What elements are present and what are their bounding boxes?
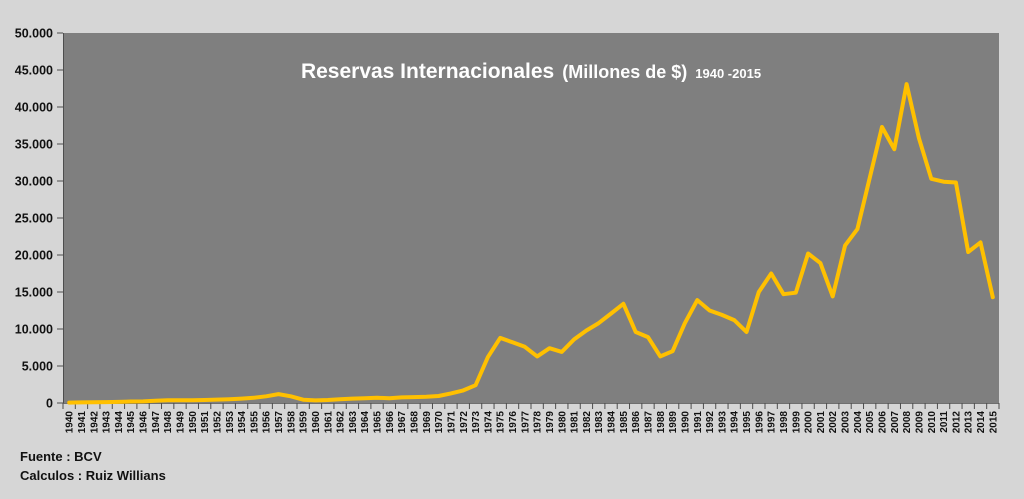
- x-axis-tick-label: 1957: [274, 411, 285, 434]
- x-axis-tick-label: 2001: [816, 411, 827, 434]
- y-axis-tick-label: 15.000: [15, 286, 53, 300]
- x-axis-tick-label: 1969: [422, 411, 433, 434]
- x-axis-tick-label: 1948: [163, 411, 174, 434]
- plot-area: [63, 33, 999, 403]
- x-axis-tick-label: 1951: [200, 411, 211, 434]
- x-axis-tick-label: 1993: [717, 411, 728, 434]
- x-axis-tick-label: 1943: [102, 411, 113, 434]
- x-axis-tick-label: 1967: [397, 411, 408, 434]
- x-axis-tick-label: 1953: [225, 411, 236, 434]
- x-axis-tick-label: 1947: [151, 411, 162, 434]
- x-axis-tick-label: 1983: [594, 411, 605, 434]
- x-axis-tick-label: 2006: [878, 411, 889, 434]
- x-axis-tick-label: 2014: [976, 411, 987, 434]
- x-axis-tick-label: 2009: [914, 411, 925, 434]
- reserves-line-series: [67, 82, 995, 405]
- x-axis-tick-label: 1971: [446, 411, 457, 434]
- x-axis-tick-label: 1995: [742, 411, 753, 434]
- x-axis-tick-label: 1954: [237, 411, 248, 434]
- x-axis-tick-label: 1956: [262, 411, 273, 434]
- x-axis-tick-label: 2007: [890, 411, 901, 434]
- x-axis-tick-label: 1997: [767, 411, 778, 434]
- x-axis-tick-label: 1978: [533, 411, 544, 434]
- x-axis-tick-label: 2013: [964, 411, 975, 434]
- x-axis-tick-label: 1970: [434, 411, 445, 434]
- x-axis-tick-label: 1945: [126, 411, 137, 434]
- x-axis-tick-label: 1987: [644, 411, 655, 434]
- x-axis-tick-label: 2004: [853, 411, 864, 434]
- x-axis-tick-label: 1941: [77, 411, 88, 434]
- x-axis-tick-label: 1965: [373, 411, 384, 434]
- y-axis-tick-label: 45.000: [15, 64, 53, 78]
- calculations-note: Calculos : Ruiz Willians: [20, 467, 166, 483]
- x-axis-tick-label: 1990: [680, 411, 691, 434]
- x-axis-tick-label: 2002: [828, 411, 839, 434]
- x-axis-tick-label: 1942: [89, 411, 100, 434]
- x-axis-tick-label: 2011: [939, 411, 950, 433]
- x-axis-tick-label: 1968: [410, 411, 421, 434]
- y-axis-tick-label: 30.000: [15, 175, 53, 189]
- x-axis-tick-label: 1950: [188, 411, 199, 434]
- x-axis-tick-label: 1979: [545, 411, 556, 434]
- x-axis-tick-label: 1976: [508, 411, 519, 434]
- x-axis-tick-label: 1981: [570, 411, 581, 434]
- x-axis-tick-label: 2010: [927, 411, 938, 434]
- y-axis-tick-label: 25.000: [15, 212, 53, 226]
- x-axis-tick-label: 2008: [902, 411, 913, 434]
- chart-footer: Fuente : BCV Calculos : Ruiz Willians: [20, 448, 166, 486]
- x-axis-tick-label: 1955: [249, 411, 260, 434]
- y-axis-tick-label: 40.000: [15, 101, 53, 115]
- x-axis-tick-label: 1974: [483, 411, 494, 434]
- x-axis-tick-label: 1952: [212, 411, 223, 434]
- x-axis-tick-label: 1994: [730, 411, 741, 434]
- y-axis-tick-label: 10.000: [15, 323, 53, 337]
- x-axis-tick-label: 1999: [791, 411, 802, 434]
- y-axis-tick-label: 5.000: [22, 360, 53, 374]
- x-axis-tick-label: 1984: [607, 411, 618, 434]
- x-axis-tick-label: 1982: [582, 411, 593, 434]
- y-axis-tick-label: 0: [46, 397, 53, 411]
- x-axis-tick-label: 2015: [988, 411, 999, 434]
- x-axis-tick-label: 1963: [348, 411, 359, 434]
- x-axis-tick-label: 1986: [631, 411, 642, 434]
- x-axis-tick-label: 1944: [114, 411, 125, 434]
- x-axis-tick-label: 1962: [336, 411, 347, 434]
- y-axis-tick-label: 20.000: [15, 249, 53, 263]
- x-axis-tick-label: 2003: [841, 411, 852, 434]
- x-axis-tick-label: 1940: [65, 411, 76, 434]
- x-axis-tick-label: 1972: [459, 411, 470, 434]
- x-axis-tick-label: 2005: [865, 411, 876, 434]
- x-axis-tick-label: 1961: [323, 411, 334, 434]
- source-note: Fuente : BCV: [20, 449, 102, 464]
- y-axis-tick-label: 50.000: [15, 27, 53, 41]
- x-axis-tick-label: 1998: [779, 411, 790, 434]
- x-axis-tick-label: 1988: [656, 411, 667, 434]
- x-axis-tick-label: 2012: [951, 411, 962, 434]
- x-axis-tick-label: 1980: [557, 411, 568, 434]
- y-axis-tick-label: 35.000: [15, 138, 53, 152]
- x-axis-tick-label: 1958: [286, 411, 297, 434]
- x-axis-tick-label: 1949: [176, 411, 187, 434]
- x-axis-tick-label: 1959: [299, 411, 310, 434]
- x-axis-tick-label: 1991: [693, 411, 704, 434]
- x-axis-tick-label: 1985: [619, 411, 630, 434]
- x-axis-tick-label: 1989: [668, 411, 679, 434]
- x-axis-tick-label: 1973: [471, 411, 482, 434]
- x-axis-tick-label: 1992: [705, 411, 716, 434]
- x-axis-tick-label: 1977: [520, 411, 531, 434]
- x-axis-tick-label: 1960: [311, 411, 322, 434]
- x-axis-tick-label: 1964: [360, 411, 371, 434]
- x-axis-tick-label: 1996: [754, 411, 765, 434]
- x-axis-tick-label: 1975: [496, 411, 507, 434]
- x-axis-tick-label: 2000: [804, 411, 815, 434]
- x-axis-tick-label: 1946: [139, 411, 150, 434]
- x-axis-tick-label: 1966: [385, 411, 396, 434]
